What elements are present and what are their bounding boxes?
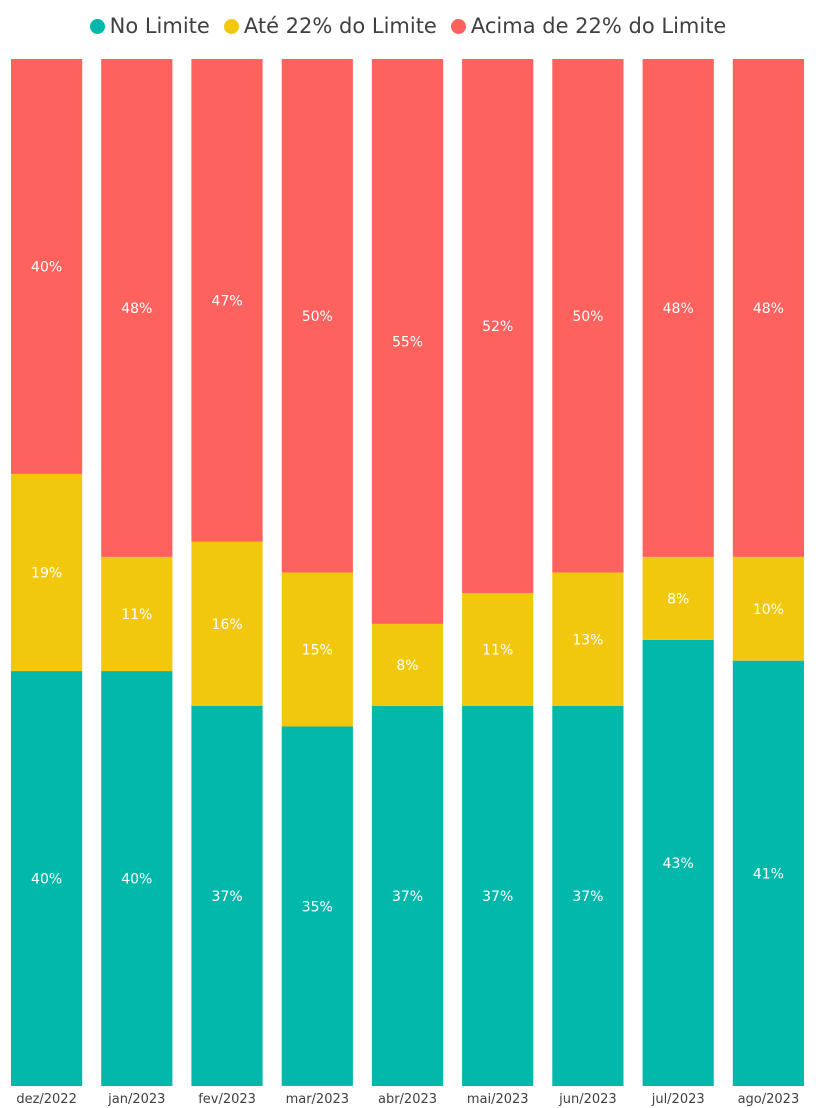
data-label: 37% bbox=[392, 889, 423, 905]
bar-segment[interactable] bbox=[11, 671, 83, 1086]
bar-segment[interactable] bbox=[101, 59, 173, 557]
data-label: 41% bbox=[753, 866, 784, 882]
data-label: 37% bbox=[572, 889, 603, 905]
bar-segment[interactable] bbox=[11, 473, 83, 671]
x-axis-tick-label: abr/2023 bbox=[378, 1092, 437, 1107]
bar-segment[interactable] bbox=[191, 706, 263, 1086]
bar-segment[interactable] bbox=[191, 541, 263, 706]
data-label: 50% bbox=[572, 309, 603, 325]
data-label: 37% bbox=[482, 889, 513, 905]
data-label: 50% bbox=[302, 309, 333, 325]
data-label: 11% bbox=[482, 643, 513, 659]
x-axis-tick-label: ago/2023 bbox=[738, 1092, 800, 1107]
bar-segment[interactable] bbox=[371, 623, 444, 707]
legend-item-1[interactable]: Até 22% do Limite bbox=[223, 14, 437, 38]
legend-marker-icon bbox=[450, 18, 466, 34]
legend-marker-icon bbox=[223, 18, 239, 34]
bar-segment[interactable] bbox=[732, 556, 804, 661]
bar-segment[interactable] bbox=[11, 59, 83, 474]
bar-segment[interactable] bbox=[552, 706, 624, 1086]
data-label: 8% bbox=[667, 591, 689, 607]
x-axis-tick-label: mar/2023 bbox=[286, 1092, 349, 1107]
bar-segment[interactable] bbox=[642, 639, 714, 1086]
bar-segment[interactable] bbox=[462, 706, 534, 1086]
bar-segment[interactable] bbox=[642, 556, 714, 640]
data-label: 11% bbox=[121, 607, 152, 623]
legend-label: Acima de 22% do Limite bbox=[470, 14, 727, 38]
data-label: 37% bbox=[212, 889, 243, 905]
bar-segment[interactable] bbox=[371, 59, 444, 624]
bar-segment[interactable] bbox=[371, 706, 444, 1086]
x-axis-tick-label: jul/2023 bbox=[651, 1092, 705, 1107]
legend-item-2[interactable]: Acima de 22% do Limite bbox=[450, 14, 727, 38]
data-label: 47% bbox=[212, 293, 243, 309]
data-label: 40% bbox=[121, 872, 152, 888]
bar-segment[interactable] bbox=[462, 59, 534, 593]
bar-segment[interactable] bbox=[281, 59, 353, 573]
data-label: 40% bbox=[31, 872, 62, 888]
bar-segment[interactable] bbox=[281, 726, 353, 1086]
legend-label: Até 22% do Limite bbox=[243, 14, 437, 38]
x-axis-tick-label: fev/2023 bbox=[198, 1092, 256, 1107]
bar-segment[interactable] bbox=[281, 572, 353, 727]
data-label: 8% bbox=[396, 658, 418, 674]
bar-segment[interactable] bbox=[101, 671, 173, 1086]
legend-label: No Limite bbox=[109, 14, 210, 38]
data-label: 15% bbox=[302, 643, 333, 659]
bar-segment[interactable] bbox=[552, 572, 624, 707]
data-label: 48% bbox=[663, 301, 694, 317]
x-axis-tick-label: mai/2023 bbox=[467, 1092, 529, 1107]
x-axis-tick-label: jan/2023 bbox=[107, 1092, 165, 1107]
bar-segment[interactable] bbox=[732, 59, 804, 557]
legend: No Limite Até 22% do Limite Acima de 22% d… bbox=[0, 10, 816, 42]
data-label: 35% bbox=[302, 899, 333, 915]
data-label: 19% bbox=[31, 566, 62, 582]
data-label: 55% bbox=[392, 334, 423, 350]
data-label: 43% bbox=[663, 856, 694, 872]
x-axis-tick-label: jun/2023 bbox=[558, 1092, 617, 1107]
data-label: 16% bbox=[212, 617, 243, 633]
data-label: 13% bbox=[572, 632, 603, 648]
legend-marker-icon bbox=[89, 18, 105, 34]
bar-segment[interactable] bbox=[101, 556, 173, 671]
bar-segment[interactable] bbox=[191, 59, 263, 542]
bar-segment[interactable] bbox=[462, 593, 534, 706]
data-label: 40% bbox=[31, 260, 62, 276]
bar-segment[interactable] bbox=[552, 59, 624, 573]
legend-item-0[interactable]: No Limite bbox=[89, 14, 210, 38]
bar-segment[interactable] bbox=[732, 660, 804, 1086]
data-label: 48% bbox=[121, 301, 152, 317]
data-label: 52% bbox=[482, 319, 513, 335]
x-axis-tick-label: dez/2022 bbox=[16, 1092, 77, 1107]
bar-segment[interactable] bbox=[642, 59, 714, 557]
data-label: 10% bbox=[753, 602, 784, 618]
data-label: 48% bbox=[753, 301, 784, 317]
